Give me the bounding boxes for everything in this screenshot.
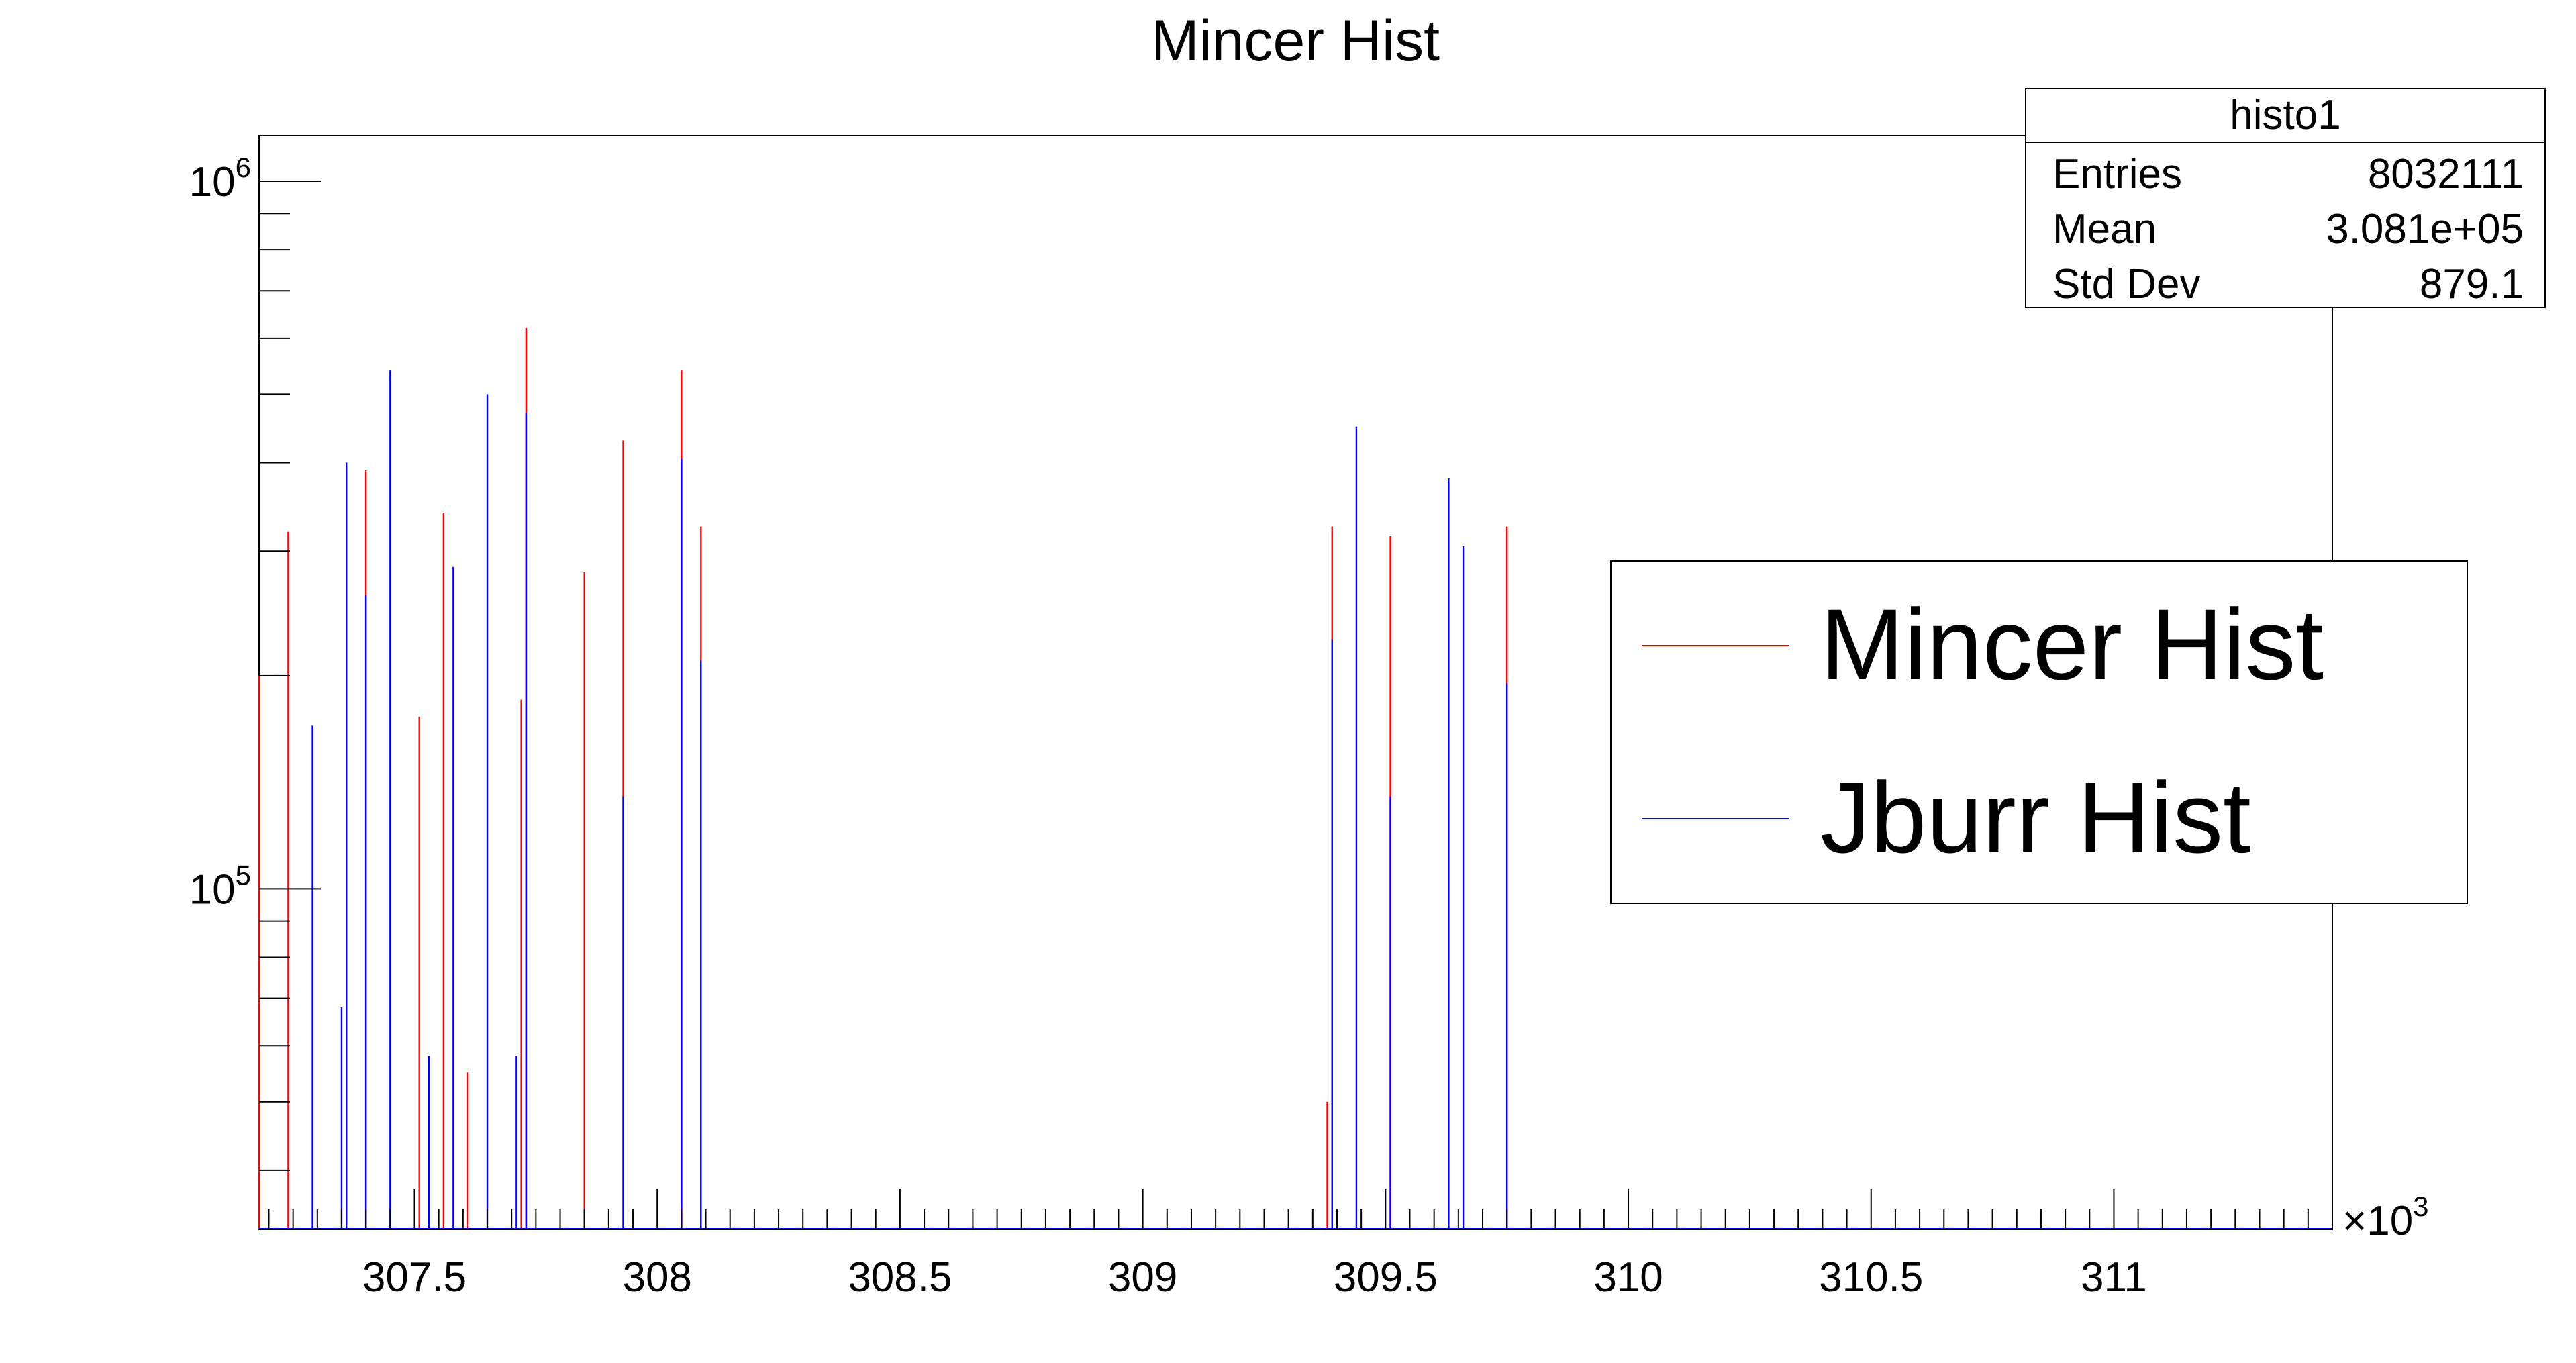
- x-tick-label: 310.5: [1819, 1254, 1923, 1301]
- x-axis-multiplier: ×103: [2342, 1191, 2429, 1244]
- x-tick-label: 310: [1593, 1254, 1663, 1301]
- stats-mean-value: 3.081e+05: [2326, 206, 2524, 252]
- stats-stddev-value: 879.1: [2420, 261, 2524, 307]
- histogram-bars: [258, 327, 2332, 1229]
- x-tick-label: 308.5: [848, 1254, 952, 1301]
- y-tick-label: 106: [189, 152, 251, 205]
- axes: 307.5 308 308.5 309 309.5 310 310.5 311 105 106: [189, 152, 2333, 1301]
- legend-label-jburr: Jburr Hist: [1820, 761, 2251, 874]
- stats-mean-label: Mean: [2052, 206, 2157, 252]
- x-multiplier-exponent: 3: [2413, 1191, 2428, 1222]
- x-tick-label: 309: [1108, 1254, 1177, 1301]
- x-tick-label: 307.5: [362, 1254, 466, 1301]
- stats-entries-label: Entries: [2052, 151, 2182, 197]
- x-tick-label: 311: [2081, 1254, 2147, 1301]
- y-tick-label: 105: [189, 859, 251, 913]
- x-tick-label: 308: [622, 1254, 691, 1301]
- x-tick-label: 309.5: [1334, 1254, 1438, 1301]
- legend-label-mincer: Mincer Hist: [1820, 588, 2324, 701]
- svg-text:×103: ×103: [2342, 1191, 2429, 1244]
- stats-entries-value: 8032111: [2368, 151, 2524, 197]
- stats-stddev-label: Std Dev: [2052, 261, 2201, 307]
- stats-box-title: histo1: [2230, 92, 2340, 138]
- x-multiplier-base: ×10: [2342, 1198, 2413, 1244]
- stats-box: histo1 Entries 8032111 Mean 3.081e+05 St…: [2025, 88, 2546, 308]
- legend: Mincer Hist Jburr Hist: [1610, 560, 2468, 904]
- chart-title: Mincer Hist: [1151, 9, 1440, 73]
